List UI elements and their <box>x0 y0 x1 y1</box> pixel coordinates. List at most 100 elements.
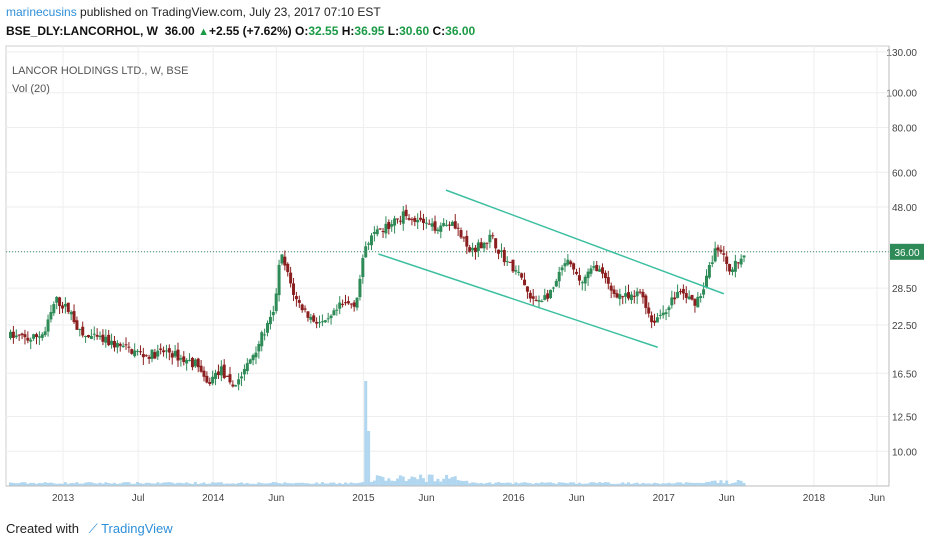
volume-bar <box>369 481 373 486</box>
volume-bar <box>494 482 498 486</box>
candle-body <box>436 229 440 232</box>
candle-body <box>205 375 209 383</box>
channel-lower-trendline <box>378 253 658 348</box>
candle-body <box>179 358 183 360</box>
candle-body <box>355 297 359 308</box>
candle-body <box>11 331 15 338</box>
volume-bar <box>112 482 116 486</box>
volume-bar <box>138 483 142 486</box>
y-tick-label: 10.00 <box>892 447 917 458</box>
candle-body <box>332 310 336 316</box>
close-value: 36.00 <box>445 24 476 38</box>
y-tick-label: 80.00 <box>892 123 917 134</box>
volume-bar <box>26 483 30 486</box>
candle-body <box>632 295 636 297</box>
candle-body <box>447 224 451 226</box>
candle-body <box>569 261 573 265</box>
volume-bar <box>476 483 480 486</box>
volume-bar <box>453 476 457 486</box>
volume-bar <box>323 483 327 486</box>
candle-body <box>98 335 102 338</box>
volume-bar <box>479 482 483 486</box>
candle-body <box>40 334 44 338</box>
volume-bar <box>647 483 651 486</box>
candle-body <box>185 359 189 364</box>
volume-bar <box>341 483 345 486</box>
candle-body <box>462 237 466 239</box>
candle-body <box>309 316 313 320</box>
candle-body <box>300 304 304 311</box>
volume-bar <box>551 483 555 486</box>
volume-bar <box>670 483 674 486</box>
volume-bar <box>566 483 570 486</box>
volume-bar <box>583 483 587 486</box>
volume-bar <box>280 483 284 486</box>
y-tick-label: 12.50 <box>892 413 917 424</box>
candle-body <box>678 291 682 293</box>
volume-bar <box>730 483 734 486</box>
volume-bar <box>136 482 140 486</box>
candle-body <box>280 254 284 264</box>
current-price-tag <box>890 243 924 260</box>
candle-body <box>442 223 446 226</box>
volume-bar <box>72 483 76 486</box>
volume-bar <box>632 483 636 486</box>
volume-bar <box>381 476 385 486</box>
volume-bar <box>468 483 472 486</box>
author-link[interactable]: marinecusins <box>6 5 77 19</box>
volume-bar <box>505 482 509 486</box>
candle-body <box>208 382 212 384</box>
candle-body <box>43 331 47 336</box>
publish-text: published on TradingView.com, July 23, 2… <box>80 5 381 19</box>
volume-bar <box>11 482 15 486</box>
candle-body <box>598 269 602 272</box>
candle-body <box>274 293 278 312</box>
candle-body <box>546 293 550 299</box>
candle-body <box>141 354 145 358</box>
candle-body <box>55 296 59 303</box>
volume-bar <box>638 483 642 486</box>
candle-body <box>702 289 706 295</box>
volume-bar <box>499 482 503 486</box>
volume-bar <box>687 482 691 486</box>
candle-body <box>188 359 192 361</box>
candle-body <box>673 297 677 300</box>
volume-bar <box>95 483 99 486</box>
volume-bar <box>17 483 21 486</box>
candle-body <box>499 250 503 252</box>
volume-bar <box>101 483 105 486</box>
volume-bar <box>271 482 275 486</box>
candle-body <box>627 292 631 299</box>
volume-bar <box>251 483 255 486</box>
candle-body <box>655 317 659 323</box>
volume-bar <box>107 483 111 486</box>
volume-bar <box>598 482 602 486</box>
candle-body <box>190 357 194 368</box>
volume-bar <box>612 483 616 486</box>
volume-bar <box>185 482 189 486</box>
volume-bar <box>141 483 145 486</box>
candle-body <box>387 222 391 229</box>
volume-bar <box>586 483 590 486</box>
volume-bar <box>595 483 599 486</box>
candle-body <box>297 300 301 303</box>
chart-title: LANCOR HOLDINGS LTD., W, BSE <box>12 65 188 77</box>
volume-bar <box>170 482 174 486</box>
volume-bar <box>589 482 593 486</box>
volume-bar <box>150 483 154 486</box>
tradingview-logo[interactable]: ⟋ TradingView <box>88 521 173 536</box>
volume-bar <box>147 482 151 486</box>
candle-body <box>199 365 203 372</box>
volume-bar <box>335 483 339 486</box>
candle-body <box>664 312 668 315</box>
candle-body <box>557 271 561 282</box>
brand-name: TradingView <box>101 521 173 536</box>
candle-body <box>335 309 339 311</box>
volume-bar <box>75 482 79 486</box>
candle-body <box>318 322 322 324</box>
volume-bar <box>523 482 527 486</box>
volume-bar <box>86 482 90 486</box>
candle-body <box>482 242 486 249</box>
volume-bar <box>459 480 463 486</box>
